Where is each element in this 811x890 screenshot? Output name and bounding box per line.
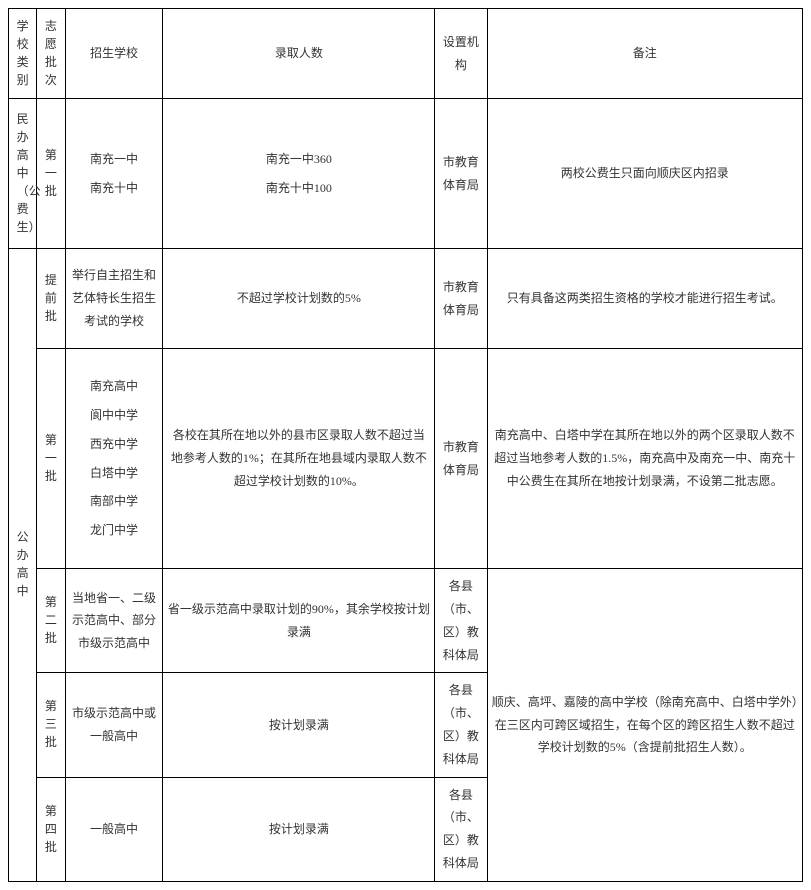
cat2-r0-org: 市教育体育局 — [435, 249, 487, 349]
cat2-r3-org: 各县（市、区）教科体局 — [435, 673, 487, 777]
cat2-label: 公办高中 — [9, 249, 37, 882]
cat2-r2-org: 各县（市、区）教科体局 — [435, 569, 487, 673]
cat2-r2: 第二批 当地省一、二级示范高中、部分市级示范高中 省一级示范高中录取计划的90%… — [9, 569, 803, 673]
cat1-row: 民办高中（公费生） 第一批 南充一中 南充十中 南充一中360 南充十中100 … — [9, 99, 803, 249]
cat1-label: 民办高中（公费生） — [9, 99, 37, 249]
cat2-r3-batch: 第三批 — [37, 673, 65, 777]
cat2-r2-schools: 当地省一、二级示范高中、部分市级示范高中 — [65, 569, 163, 673]
cat2-r3-count: 按计划录满 — [163, 673, 435, 777]
cat2-r2-batch: 第二批 — [37, 569, 65, 673]
cat2-r1-s4: 白塔中学 — [70, 462, 159, 485]
cat1-count: 南充一中360 南充十中100 — [163, 99, 435, 249]
cat2-note234: 顺庆、高坪、嘉陵的高中学校（除南充高中、白塔中学外）在三区内可跨区域招生，在每个… — [487, 569, 802, 882]
cat2-r3-schools: 市级示范高中或一般高中 — [65, 673, 163, 777]
cat1-note: 两校公费生只面向顺庆区内招录 — [487, 99, 802, 249]
header-row: 学校类别 志愿批次 招生学校 录取人数 设置机构 备注 — [9, 9, 803, 99]
cat2-r0-note: 只有具备这两类招生资格的学校才能进行招生考试。 — [487, 249, 802, 349]
cat2-r0-batch: 提前批 — [37, 249, 65, 349]
th-batch: 志愿批次 — [37, 9, 65, 99]
th-schools: 招生学校 — [65, 9, 163, 99]
th-note: 备注 — [487, 9, 802, 99]
th-count: 录取人数 — [163, 9, 435, 99]
cat1-n2: 南充十中100 — [167, 177, 430, 200]
cat2-r4-count: 按计划录满 — [163, 777, 435, 881]
cat1-batch: 第一批 — [37, 99, 65, 249]
cat2-r2-count: 省一级示范高中录取计划的90%，其余学校按计划录满 — [163, 569, 435, 673]
cat2-r0-schools: 举行自主招生和艺体特长生招生考试的学校 — [65, 249, 163, 349]
cat1-s1: 南充一中 — [70, 148, 159, 171]
cat1-org: 市教育体育局 — [435, 99, 487, 249]
th-org: 设置机构 — [435, 9, 487, 99]
cat2-r1-s2: 阆中中学 — [70, 404, 159, 427]
cat1-s2: 南充十中 — [70, 177, 159, 200]
cat2-r1-org: 市教育体育局 — [435, 349, 487, 569]
cat2-r1-s1: 南充高中 — [70, 375, 159, 398]
cat2-r0: 公办高中 提前批 举行自主招生和艺体特长生招生考试的学校 不超过学校计划数的5%… — [9, 249, 803, 349]
cat2-r1-note: 南充高中、白塔中学在其所在地以外的两个区录取人数不超过当地参考人数的1.5%，南… — [487, 349, 802, 569]
cat2-r4-schools: 一般高中 — [65, 777, 163, 881]
cat1-schools: 南充一中 南充十中 — [65, 99, 163, 249]
cat2-r4-batch: 第四批 — [37, 777, 65, 881]
admission-table: 学校类别 志愿批次 招生学校 录取人数 设置机构 备注 民办高中（公费生） 第一… — [8, 8, 803, 882]
cat2-r1-batch: 第一批 — [37, 349, 65, 569]
cat2-r1-s5: 南部中学 — [70, 490, 159, 513]
th-category: 学校类别 — [9, 9, 37, 99]
cat2-r1: 第一批 南充高中 阆中中学 西充中学 白塔中学 南部中学 龙门中学 各校在其所在… — [9, 349, 803, 569]
cat2-r1-s6: 龙门中学 — [70, 519, 159, 542]
cat2-r0-count: 不超过学校计划数的5% — [163, 249, 435, 349]
cat2-r1-s3: 西充中学 — [70, 433, 159, 456]
cat2-r1-schools: 南充高中 阆中中学 西充中学 白塔中学 南部中学 龙门中学 — [65, 349, 163, 569]
cat1-n1: 南充一中360 — [167, 148, 430, 171]
cat2-r4-org: 各县（市、区）教科体局 — [435, 777, 487, 881]
cat2-r1-count: 各校在其所在地以外的县市区录取人数不超过当地参考人数的1%；在其所在地县域内录取… — [163, 349, 435, 569]
